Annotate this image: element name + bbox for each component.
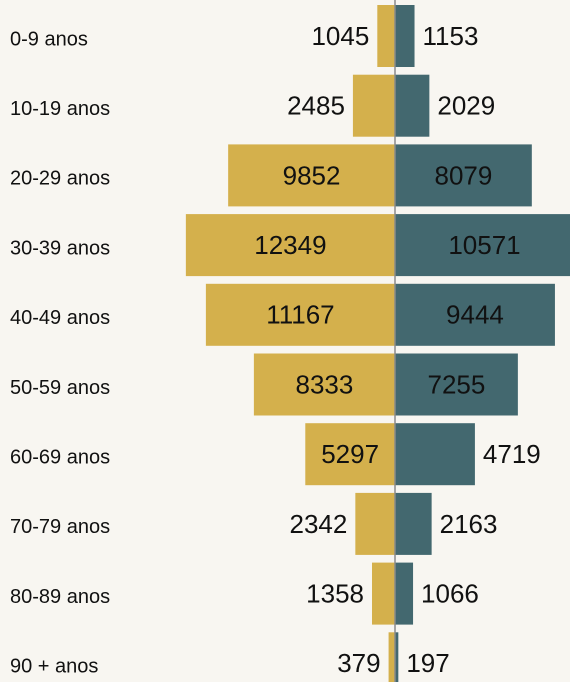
bar <box>355 492 395 555</box>
bar <box>395 632 399 682</box>
category-label: 30-39 anos <box>10 237 110 259</box>
bar <box>388 632 395 682</box>
value-label: 1153 <box>423 21 479 51</box>
bar <box>205 283 395 346</box>
bar <box>377 5 395 67</box>
category-label: 40-49 anos <box>10 307 110 329</box>
value-label: 1066 <box>421 578 479 608</box>
value-label: 2485 <box>287 91 345 121</box>
bar <box>395 74 430 137</box>
category-label: 50-59 anos <box>10 377 110 399</box>
bar <box>352 74 395 137</box>
category-label: 20-29 anos <box>10 168 110 190</box>
value-label: 11167 <box>266 300 334 330</box>
value-label: 8079 <box>434 160 492 190</box>
value-label: 197 <box>406 648 449 678</box>
value-label: 5297 <box>321 439 379 469</box>
bar <box>395 214 570 277</box>
bar <box>395 144 532 207</box>
category-label: 70-79 anos <box>10 516 110 538</box>
bar <box>185 214 395 277</box>
value-label: 1358 <box>306 578 364 608</box>
bar <box>395 283 555 346</box>
bar <box>228 144 395 207</box>
value-label: 2163 <box>440 509 498 539</box>
value-label: 4719 <box>483 439 541 469</box>
bar <box>395 492 432 555</box>
value-label: 1045 <box>311 21 369 51</box>
value-label: 7255 <box>428 369 486 399</box>
value-label: 10571 <box>448 230 520 260</box>
bar <box>395 423 475 486</box>
value-label: 12349 <box>254 230 326 260</box>
value-label: 8333 <box>296 369 354 399</box>
value-label: 2029 <box>437 91 495 121</box>
value-label: 379 <box>337 648 380 678</box>
category-label: 60-69 anos <box>10 446 110 468</box>
value-label: 9444 <box>446 300 504 330</box>
category-label: 80-89 anos <box>10 586 110 608</box>
bar <box>305 423 395 486</box>
category-label: 0-9 anos <box>10 28 88 50</box>
bar <box>372 562 395 625</box>
value-label: 2342 <box>289 509 347 539</box>
value-label: 9852 <box>283 160 341 190</box>
bar <box>395 353 518 416</box>
bar <box>395 562 414 625</box>
bar <box>253 353 395 416</box>
category-label: 90 + anos <box>10 656 98 678</box>
bar <box>395 5 415 67</box>
bars <box>185 5 570 682</box>
category-label: 10-19 anos <box>10 98 110 120</box>
